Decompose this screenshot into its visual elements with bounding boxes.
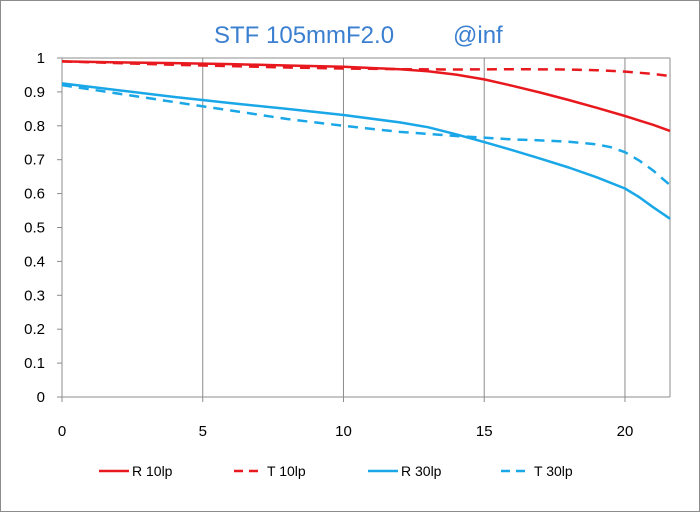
- x-tick-label-10: 10: [335, 423, 352, 440]
- series-line-r-10lp: [61, 60, 671, 133]
- legend-label-t-30lp: T 30lp: [534, 463, 573, 479]
- y-tick-labels: 0 0.1 0.2 0.3 0.4 0.5 0.6 0.7 0.8 0.9 1: [24, 50, 45, 406]
- x-tick-label-20: 20: [617, 423, 634, 440]
- grid-lines: [62, 57, 671, 397]
- legend-label-r-30lp: R 30lp: [401, 463, 442, 479]
- series-line-r-30lp: [61, 82, 671, 220]
- x-tick-label-15: 15: [476, 423, 493, 440]
- legend-label-r-10lp: R 10lp: [132, 463, 173, 479]
- y-tick-label-0.9: 0.9: [24, 84, 45, 101]
- y-tick-label-0.4: 0.4: [24, 253, 45, 270]
- x-tick-label-5: 5: [199, 423, 207, 440]
- y-tick-label-0.1: 0.1: [24, 355, 45, 372]
- y-tick-label-1: 1: [37, 50, 45, 67]
- axes: [57, 57, 670, 402]
- y-tick-label-0.5: 0.5: [24, 220, 45, 237]
- y-tick-label-0.2: 0.2: [24, 321, 45, 338]
- series-line-t-10lp: [61, 60, 671, 78]
- legend: R 10lp T 10lp R 30lp T 30lp: [99, 463, 573, 479]
- y-tick-label-0.8: 0.8: [24, 118, 45, 135]
- legend-label-t-10lp: T 10lp: [267, 463, 306, 479]
- series-lines: [61, 60, 671, 220]
- y-tick-label-0.6: 0.6: [24, 186, 45, 203]
- y-tick-label-0.7: 0.7: [24, 152, 45, 169]
- y-tick-label-0: 0: [37, 389, 45, 406]
- chart-title-lens: STF 105mmF2.0: [214, 22, 394, 49]
- chart-title-focus: @inf: [453, 22, 503, 49]
- y-tick-label-0.3: 0.3: [24, 287, 45, 304]
- x-tick-labels: 0 5 10 15 20: [58, 423, 633, 440]
- x-tick-label-0: 0: [58, 423, 66, 440]
